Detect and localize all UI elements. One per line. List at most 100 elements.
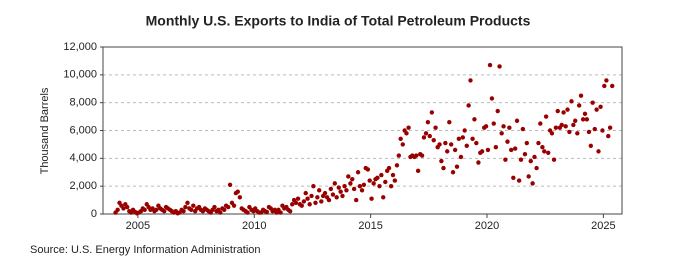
point [429,110,435,115]
point [516,178,522,183]
point [191,203,196,208]
point [183,204,188,210]
point [222,207,227,213]
point [125,204,130,210]
point [369,196,374,201]
point [454,164,460,169]
point [607,125,613,130]
point [142,207,147,213]
point [346,174,351,179]
point [450,170,456,175]
point [518,157,524,162]
y-tick-label: 6,000 [69,124,97,136]
point [505,139,510,144]
point [472,117,477,122]
point [290,202,295,207]
point [425,119,431,125]
point [342,183,347,189]
point [610,83,615,89]
point [602,83,607,89]
point [460,135,466,140]
point [553,125,559,130]
point [377,183,382,189]
x-tick-label: 2005 [126,220,150,232]
point [448,142,454,147]
point [348,181,353,186]
point [452,147,458,153]
point [491,121,496,126]
point [604,78,609,83]
y-tick-label: 8,000 [69,97,97,109]
point [561,110,566,115]
point [563,124,568,129]
point [309,193,314,199]
point [567,129,572,135]
point [588,143,594,149]
point [328,186,334,192]
point [526,174,531,179]
point [487,62,493,68]
point [235,189,240,194]
point [520,126,526,132]
plot-frame [102,46,623,215]
point [379,172,384,178]
point [427,133,432,139]
point [573,118,578,123]
point [293,200,299,206]
point [536,140,541,146]
point [305,196,310,201]
point [431,138,436,143]
point [582,111,588,117]
point [507,125,512,130]
point [443,140,448,146]
y-tick-label: 12,000 [63,41,97,53]
point [226,204,231,210]
point [388,183,394,189]
y-tick-label: 10,000 [63,69,97,81]
point [392,178,398,183]
point [386,165,392,171]
point [227,182,233,187]
y-tick-label: 4,000 [69,152,97,164]
point [512,146,518,151]
point [359,188,365,193]
point [456,136,462,142]
point [464,143,469,149]
point [338,189,343,194]
point [439,158,444,164]
point [319,199,324,204]
point [433,125,438,130]
point [447,119,452,125]
point [371,181,376,186]
point [483,124,489,129]
point [245,210,250,215]
point [598,104,603,110]
point [404,131,409,136]
point [154,207,159,213]
chart-title: Monthly U.S. Exports to India of Total P… [146,13,531,29]
point [514,118,520,123]
y-tick-label: 2,000 [69,180,97,192]
point [278,210,283,215]
point [295,196,301,201]
point [415,168,421,174]
point [474,140,479,146]
point [476,160,481,165]
point [590,100,595,105]
point [600,128,605,133]
point [565,107,570,112]
point [594,107,599,112]
point [468,78,473,83]
point [497,64,502,69]
point [584,117,590,122]
point [355,170,361,175]
point [528,158,533,164]
point [162,209,167,214]
point [212,204,217,210]
point [365,167,371,172]
point [437,142,442,147]
point [383,179,388,185]
point [576,103,582,108]
point [538,121,543,126]
